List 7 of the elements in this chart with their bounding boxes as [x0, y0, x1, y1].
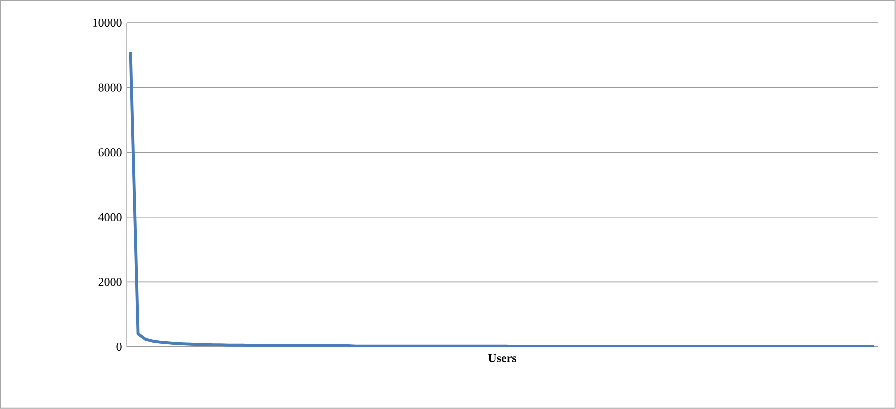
- x-axis-title: Users: [488, 354, 517, 362]
- y-tick-label: 8000: [98, 84, 122, 92]
- y-tick-label: 0: [116, 342, 122, 352]
- y-tick-label: 2000: [98, 278, 122, 286]
- y-tick-label: 10000: [93, 18, 122, 28]
- y-tick-label: 6000: [98, 148, 122, 157]
- y-tick-label: 4000: [98, 213, 122, 222]
